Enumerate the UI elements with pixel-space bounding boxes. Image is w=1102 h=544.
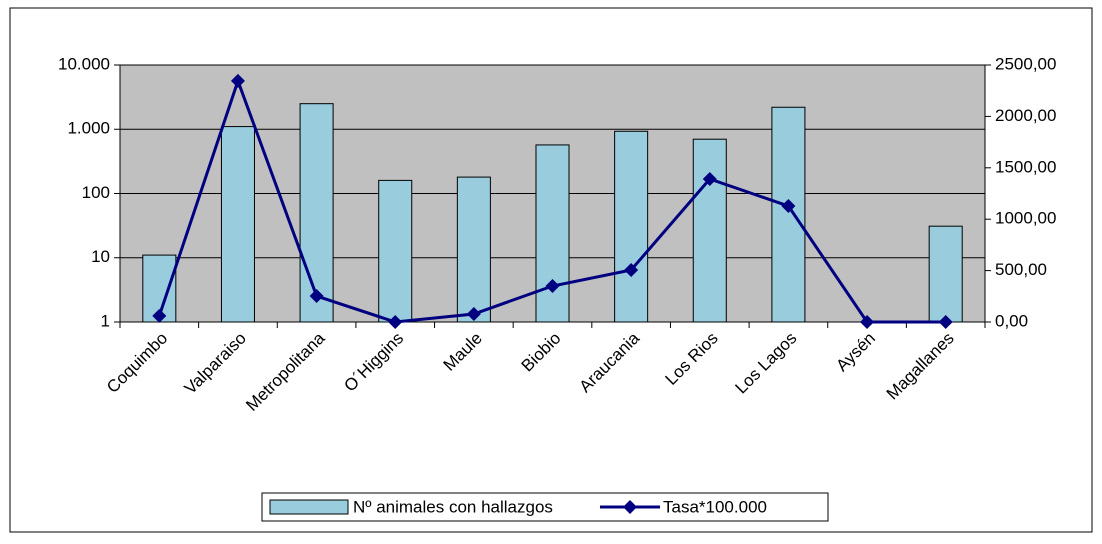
marker [860,315,875,329]
bar [299,103,334,323]
marker [938,315,953,329]
y2-tick-label: 500,00 [995,260,1047,279]
bar [771,106,806,323]
bar [220,126,255,323]
y-tick-label: 10 [91,247,110,266]
legend-marker [623,500,637,514]
legend-label: Tasa*100.000 [663,497,767,516]
bar [692,138,727,323]
marker [781,199,796,214]
marker [624,262,639,277]
marker [466,306,481,321]
legend-box [261,492,829,522]
y2-tick-label: 0,00 [995,311,1028,330]
y2-tick-label: 2500,00 [995,54,1056,73]
legend-swatch [269,499,349,515]
marker [545,279,560,294]
bar [456,176,491,323]
bar [928,225,963,323]
y-tick-label: 1.000 [67,119,110,138]
marker [230,73,245,88]
marker [309,288,324,303]
y2-tick-label: 2000,00 [995,106,1056,125]
y-tick-label: 100 [82,183,110,202]
bar [535,144,570,323]
marker [152,308,167,323]
bar [378,179,413,323]
legend-label: Nº animales con hallazgos [353,497,553,516]
y2-tick-label: 1500,00 [995,157,1056,176]
marker [388,315,403,329]
y-tick-label: 1 [101,311,110,330]
marker [702,172,717,187]
y-tick-label: 10.000 [58,54,110,73]
bar [614,130,649,323]
y2-tick-label: 1000,00 [995,209,1056,228]
